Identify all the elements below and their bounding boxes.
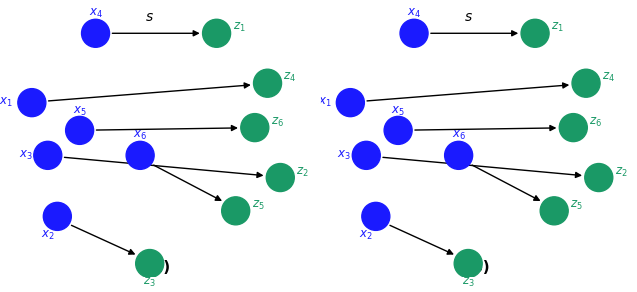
Ellipse shape [203,19,231,47]
Text: $x_6$: $x_6$ [452,129,466,142]
Text: $x_1$: $x_1$ [0,96,13,109]
Ellipse shape [521,19,549,47]
Text: $x_5$: $x_5$ [391,105,405,117]
Ellipse shape [126,141,154,169]
Ellipse shape [136,250,164,277]
Text: $z_6$: $z_6$ [271,116,283,128]
Text: $z_3$: $z_3$ [143,277,156,289]
Text: $x_4$: $x_4$ [407,7,421,20]
Text: $z_5$: $z_5$ [252,199,264,212]
Ellipse shape [336,89,364,117]
Text: $x_1$: $x_1$ [318,96,332,109]
Ellipse shape [266,164,294,192]
Text: $z_1$: $z_1$ [233,21,245,34]
Ellipse shape [43,202,71,230]
Text: $z_5$: $z_5$ [570,199,583,212]
Text: $x_2$: $x_2$ [359,229,373,242]
Ellipse shape [540,197,568,225]
Text: $z_6$: $z_6$ [589,116,602,128]
Text: $z_4$: $z_4$ [602,71,615,84]
Text: (b): (b) [466,260,490,274]
Ellipse shape [241,114,269,142]
Text: $x_6$: $x_6$ [133,129,147,142]
Text: $z_4$: $z_4$ [283,71,296,84]
Text: $x_5$: $x_5$ [73,105,87,117]
Ellipse shape [222,197,250,225]
Text: $x_3$: $x_3$ [18,149,32,162]
Text: $z_2$: $z_2$ [296,166,309,178]
Ellipse shape [18,89,46,117]
Ellipse shape [572,69,600,97]
Text: $s$: $s$ [145,10,154,24]
Text: $z_3$: $z_3$ [462,277,475,289]
Ellipse shape [585,164,613,192]
Text: $z_2$: $z_2$ [615,166,627,178]
Ellipse shape [362,202,390,230]
Ellipse shape [384,117,412,144]
Text: $x_2$: $x_2$ [41,229,55,242]
Ellipse shape [445,141,473,169]
Text: $x_4$: $x_4$ [89,7,103,20]
Ellipse shape [254,69,282,97]
Text: $x_3$: $x_3$ [337,149,351,162]
Ellipse shape [82,19,110,47]
Ellipse shape [400,19,428,47]
Ellipse shape [559,114,587,142]
Ellipse shape [454,250,482,277]
Text: $z_1$: $z_1$ [551,21,564,34]
Text: (a): (a) [147,260,171,274]
Ellipse shape [34,141,62,169]
Text: $s$: $s$ [464,10,473,24]
Ellipse shape [352,141,380,169]
Ellipse shape [66,117,94,144]
